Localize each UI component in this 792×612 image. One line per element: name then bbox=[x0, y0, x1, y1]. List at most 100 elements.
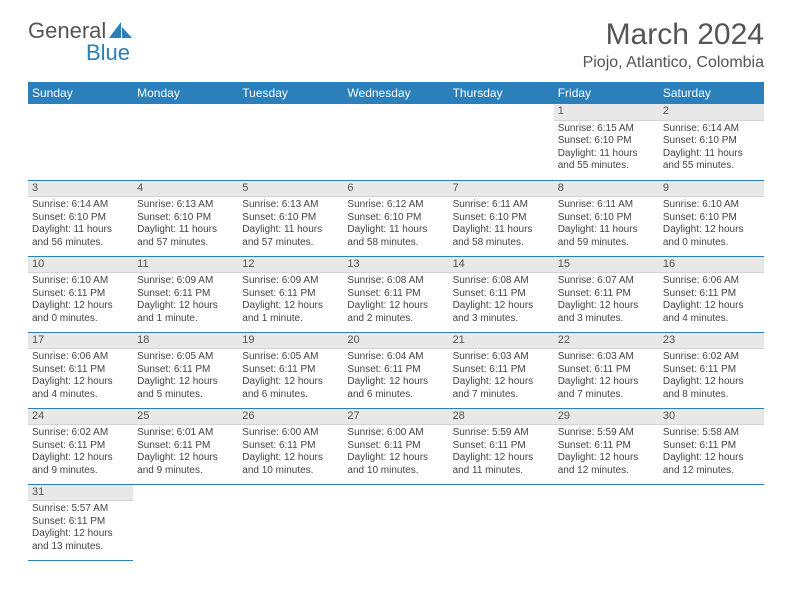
day-number: 30 bbox=[659, 409, 764, 426]
day-number: 4 bbox=[133, 181, 238, 198]
calendar-cell: 20Sunrise: 6:04 AMSunset: 6:11 PMDayligh… bbox=[343, 332, 448, 408]
calendar-cell: 12Sunrise: 6:09 AMSunset: 6:11 PMDayligh… bbox=[238, 256, 343, 332]
day-details: Sunrise: 5:59 AMSunset: 6:11 PMDaylight:… bbox=[449, 425, 554, 479]
day-details: Sunrise: 6:06 AMSunset: 6:11 PMDaylight:… bbox=[28, 349, 133, 403]
day-details: Sunrise: 6:10 AMSunset: 6:10 PMDaylight:… bbox=[659, 197, 764, 251]
calendar-table: SundayMondayTuesdayWednesdayThursdayFrid… bbox=[28, 82, 764, 561]
day-details: Sunrise: 6:09 AMSunset: 6:11 PMDaylight:… bbox=[133, 273, 238, 327]
dayname-friday: Friday bbox=[554, 82, 659, 104]
calendar-cell: 2Sunrise: 6:14 AMSunset: 6:10 PMDaylight… bbox=[659, 104, 764, 180]
day-details: Sunrise: 6:11 AMSunset: 6:10 PMDaylight:… bbox=[449, 197, 554, 251]
month-title: March 2024 bbox=[583, 18, 764, 52]
dayname-thursday: Thursday bbox=[449, 82, 554, 104]
day-number: 7 bbox=[449, 181, 554, 198]
calendar-head: SundayMondayTuesdayWednesdayThursdayFrid… bbox=[28, 82, 764, 104]
day-details: Sunrise: 5:57 AMSunset: 6:11 PMDaylight:… bbox=[28, 501, 133, 555]
calendar-cell: 29Sunrise: 5:59 AMSunset: 6:11 PMDayligh… bbox=[554, 408, 659, 484]
day-details: Sunrise: 6:11 AMSunset: 6:10 PMDaylight:… bbox=[554, 197, 659, 251]
day-number: 3 bbox=[28, 181, 133, 198]
calendar-cell bbox=[449, 104, 554, 180]
day-number: 31 bbox=[28, 485, 133, 502]
calendar-cell: 6Sunrise: 6:12 AMSunset: 6:10 PMDaylight… bbox=[343, 180, 448, 256]
calendar-cell: 30Sunrise: 5:58 AMSunset: 6:11 PMDayligh… bbox=[659, 408, 764, 484]
day-number: 15 bbox=[554, 257, 659, 274]
day-number: 9 bbox=[659, 181, 764, 198]
day-details: Sunrise: 6:09 AMSunset: 6:11 PMDaylight:… bbox=[238, 273, 343, 327]
calendar-body: 1Sunrise: 6:15 AMSunset: 6:10 PMDaylight… bbox=[28, 104, 764, 560]
day-details: Sunrise: 6:13 AMSunset: 6:10 PMDaylight:… bbox=[133, 197, 238, 251]
day-details: Sunrise: 6:07 AMSunset: 6:11 PMDaylight:… bbox=[554, 273, 659, 327]
dayname-wednesday: Wednesday bbox=[343, 82, 448, 104]
calendar-cell: 10Sunrise: 6:10 AMSunset: 6:11 PMDayligh… bbox=[28, 256, 133, 332]
day-number: 10 bbox=[28, 257, 133, 274]
calendar-cell: 23Sunrise: 6:02 AMSunset: 6:11 PMDayligh… bbox=[659, 332, 764, 408]
day-details: Sunrise: 6:15 AMSunset: 6:10 PMDaylight:… bbox=[554, 121, 659, 175]
day-details: Sunrise: 6:00 AMSunset: 6:11 PMDaylight:… bbox=[343, 425, 448, 479]
calendar-cell bbox=[28, 104, 133, 180]
day-number: 25 bbox=[133, 409, 238, 426]
day-number: 11 bbox=[133, 257, 238, 274]
day-details: Sunrise: 6:02 AMSunset: 6:11 PMDaylight:… bbox=[659, 349, 764, 403]
calendar-cell bbox=[659, 484, 764, 560]
day-number: 2 bbox=[659, 104, 764, 121]
calendar-cell: 1Sunrise: 6:15 AMSunset: 6:10 PMDaylight… bbox=[554, 104, 659, 180]
day-details: Sunrise: 6:08 AMSunset: 6:11 PMDaylight:… bbox=[449, 273, 554, 327]
day-number: 12 bbox=[238, 257, 343, 274]
dayname-monday: Monday bbox=[133, 82, 238, 104]
day-details: Sunrise: 6:02 AMSunset: 6:11 PMDaylight:… bbox=[28, 425, 133, 479]
calendar-cell bbox=[133, 484, 238, 560]
day-details: Sunrise: 6:03 AMSunset: 6:11 PMDaylight:… bbox=[449, 349, 554, 403]
day-details: Sunrise: 6:01 AMSunset: 6:11 PMDaylight:… bbox=[133, 425, 238, 479]
calendar-cell: 24Sunrise: 6:02 AMSunset: 6:11 PMDayligh… bbox=[28, 408, 133, 484]
day-details: Sunrise: 6:05 AMSunset: 6:11 PMDaylight:… bbox=[133, 349, 238, 403]
day-number: 22 bbox=[554, 333, 659, 350]
calendar-cell bbox=[343, 104, 448, 180]
day-number: 1 bbox=[554, 104, 659, 121]
day-number: 26 bbox=[238, 409, 343, 426]
day-details: Sunrise: 6:03 AMSunset: 6:11 PMDaylight:… bbox=[554, 349, 659, 403]
day-details: Sunrise: 6:06 AMSunset: 6:11 PMDaylight:… bbox=[659, 273, 764, 327]
calendar-cell bbox=[449, 484, 554, 560]
day-number: 14 bbox=[449, 257, 554, 274]
calendar-cell bbox=[238, 484, 343, 560]
title-block: March 2024 Piojo, Atlantico, Colombia bbox=[583, 18, 764, 72]
calendar-cell: 16Sunrise: 6:06 AMSunset: 6:11 PMDayligh… bbox=[659, 256, 764, 332]
dayname-sunday: Sunday bbox=[28, 82, 133, 104]
calendar-cell: 19Sunrise: 6:05 AMSunset: 6:11 PMDayligh… bbox=[238, 332, 343, 408]
calendar-cell bbox=[343, 484, 448, 560]
day-number: 8 bbox=[554, 181, 659, 198]
day-details: Sunrise: 6:08 AMSunset: 6:11 PMDaylight:… bbox=[343, 273, 448, 327]
calendar-cell: 8Sunrise: 6:11 AMSunset: 6:10 PMDaylight… bbox=[554, 180, 659, 256]
dayname-tuesday: Tuesday bbox=[238, 82, 343, 104]
day-details: Sunrise: 6:13 AMSunset: 6:10 PMDaylight:… bbox=[238, 197, 343, 251]
day-number: 27 bbox=[343, 409, 448, 426]
calendar-cell: 17Sunrise: 6:06 AMSunset: 6:11 PMDayligh… bbox=[28, 332, 133, 408]
day-details: Sunrise: 6:12 AMSunset: 6:10 PMDaylight:… bbox=[343, 197, 448, 251]
logo-word2: Blue bbox=[86, 40, 130, 66]
day-number: 23 bbox=[659, 333, 764, 350]
day-number: 5 bbox=[238, 181, 343, 198]
calendar-cell: 3Sunrise: 6:14 AMSunset: 6:10 PMDaylight… bbox=[28, 180, 133, 256]
calendar-cell: 28Sunrise: 5:59 AMSunset: 6:11 PMDayligh… bbox=[449, 408, 554, 484]
day-details: Sunrise: 6:00 AMSunset: 6:11 PMDaylight:… bbox=[238, 425, 343, 479]
calendar-cell bbox=[554, 484, 659, 560]
day-number: 29 bbox=[554, 409, 659, 426]
calendar-cell: 27Sunrise: 6:00 AMSunset: 6:11 PMDayligh… bbox=[343, 408, 448, 484]
calendar-cell: 4Sunrise: 6:13 AMSunset: 6:10 PMDaylight… bbox=[133, 180, 238, 256]
day-number: 17 bbox=[28, 333, 133, 350]
calendar-cell: 9Sunrise: 6:10 AMSunset: 6:10 PMDaylight… bbox=[659, 180, 764, 256]
calendar-cell: 13Sunrise: 6:08 AMSunset: 6:11 PMDayligh… bbox=[343, 256, 448, 332]
day-details: Sunrise: 5:59 AMSunset: 6:11 PMDaylight:… bbox=[554, 425, 659, 479]
calendar-cell: 18Sunrise: 6:05 AMSunset: 6:11 PMDayligh… bbox=[133, 332, 238, 408]
day-number: 16 bbox=[659, 257, 764, 274]
calendar-cell: 5Sunrise: 6:13 AMSunset: 6:10 PMDaylight… bbox=[238, 180, 343, 256]
day-details: Sunrise: 6:10 AMSunset: 6:11 PMDaylight:… bbox=[28, 273, 133, 327]
day-number: 13 bbox=[343, 257, 448, 274]
day-details: Sunrise: 6:14 AMSunset: 6:10 PMDaylight:… bbox=[659, 121, 764, 175]
day-number: 18 bbox=[133, 333, 238, 350]
calendar-cell: 7Sunrise: 6:11 AMSunset: 6:10 PMDaylight… bbox=[449, 180, 554, 256]
day-number: 19 bbox=[238, 333, 343, 350]
calendar-cell: 22Sunrise: 6:03 AMSunset: 6:11 PMDayligh… bbox=[554, 332, 659, 408]
location: Piojo, Atlantico, Colombia bbox=[583, 54, 764, 72]
day-number: 21 bbox=[449, 333, 554, 350]
